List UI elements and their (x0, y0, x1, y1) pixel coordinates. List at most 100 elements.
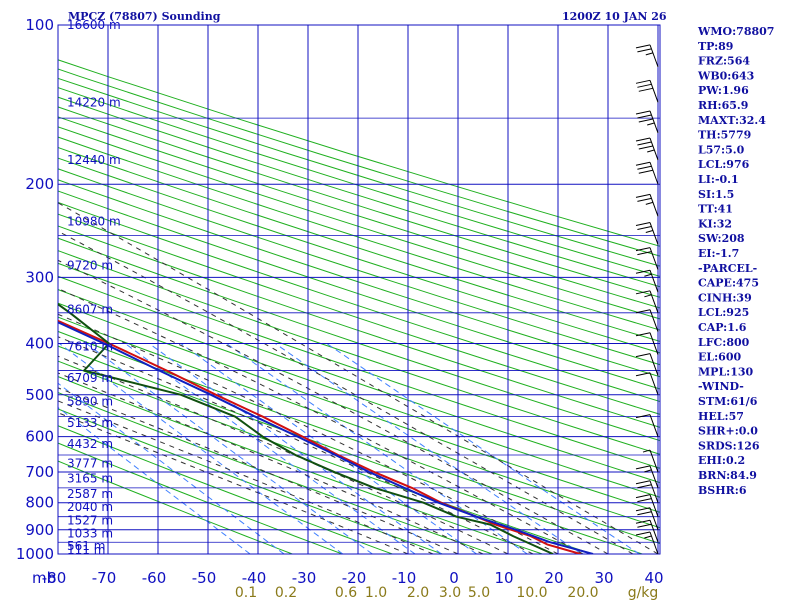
wind-barb (635, 44, 659, 68)
temperature-tick-label: 10 (494, 569, 513, 587)
index-item: RH:65.9 (698, 99, 748, 112)
wind-barb-flag (635, 44, 651, 49)
wind-barb (635, 110, 659, 134)
index-item: SW:208 (698, 232, 745, 245)
index-item: KI:32 (698, 217, 732, 230)
height-label: 5133 m (67, 416, 113, 430)
wind-barb (635, 372, 659, 395)
plot-frame (57, 24, 661, 555)
wind-barb-flag (635, 465, 651, 470)
wind-barb-flag (638, 118, 653, 123)
wind-barb-flag (637, 48, 652, 53)
wind-barb (635, 332, 659, 355)
moist-adiabat-line (58, 230, 634, 554)
height-label: 1033 m (67, 527, 113, 541)
wind-barb-flag (637, 484, 652, 489)
height-label: 8607 m (67, 303, 113, 317)
index-item: CAPE:475 (698, 277, 759, 290)
wind-barb (635, 79, 659, 103)
index-item: WMO:78807 (697, 25, 774, 38)
pressure-tick-label: 400 (25, 334, 54, 352)
wind-barb-staff (649, 480, 659, 503)
wind-barb-half (645, 52, 653, 56)
index-item: L57:5.0 (698, 143, 745, 156)
wind-barb-flag (635, 161, 651, 166)
wind-barb (635, 507, 659, 530)
temperature-tick-label: -50 (192, 569, 217, 587)
wind-barb-flag (635, 110, 651, 115)
wind-barb-flag (637, 498, 652, 503)
series-parcel-line (58, 321, 594, 554)
wind-barb-staff (649, 494, 659, 517)
temperature-tick-label: -30 (292, 569, 317, 587)
wind-barb-staff (649, 247, 659, 270)
wind-barb (642, 449, 659, 473)
height-label: 561 m (67, 539, 105, 553)
wind-barb-flag (637, 197, 652, 202)
index-item: SHR+:0.0 (698, 425, 758, 438)
temperature-tick-label: -60 (142, 569, 167, 587)
height-label: 7610 m (67, 339, 113, 353)
series-dewpoint-line (58, 303, 554, 554)
wind-barb-flag (635, 480, 651, 485)
temperature-tick-label: -70 (92, 569, 117, 587)
height-label: 2040 m (67, 500, 113, 514)
wind-barb-staff (649, 531, 659, 555)
index-item: FRZ:564 (698, 55, 750, 68)
pressure-axis-labels: 100 200 300 400 500 600 700 800 900 1000 (16, 16, 54, 563)
pressure-tick-label: 600 (25, 428, 54, 446)
wind-barb (635, 309, 659, 332)
wind-barb-staff (649, 110, 659, 134)
wind-barb-flag (638, 145, 653, 150)
wind-barb-flag (637, 226, 652, 231)
wind-barb (635, 519, 659, 543)
wind-barb-flag (635, 222, 651, 227)
index-item: EL:600 (698, 351, 741, 364)
height-label: 3165 m (67, 472, 113, 486)
pressure-unit-label: mb (32, 569, 56, 587)
height-labels: 16600 m 14220 m 12440 m 10980 m 9720 m 8607 m… (67, 18, 121, 557)
mixing-ratio-label: 5.0 (468, 585, 490, 600)
pressure-tick-label: 100 (25, 16, 54, 34)
height-label: 9720 m (67, 259, 113, 273)
wind-barb-staff (649, 507, 659, 530)
wind-barb-flag (635, 531, 651, 536)
index-item: WB0:643 (697, 69, 754, 82)
wind-barbs (635, 44, 659, 555)
wind-barb (635, 161, 659, 185)
index-item: LCL:976 (698, 158, 750, 171)
wind-barb-flag (635, 247, 651, 252)
wind-barb-flag (635, 290, 651, 295)
wind-barb-flag (637, 523, 652, 528)
pressure-tick-label: 900 (25, 521, 54, 539)
pressure-tick-label: 500 (25, 386, 54, 404)
height-label: 6709 m (67, 371, 113, 385)
wind-barb-staff (649, 414, 659, 437)
height-label: 111 m (67, 543, 105, 557)
wind-barb (635, 222, 659, 245)
wind-barb-flag (635, 494, 651, 499)
temperature-tick-label: -10 (392, 569, 417, 587)
wind-barb-staff (649, 80, 659, 103)
wind-barb-flag (635, 414, 651, 419)
temperature-axis-labels: -80 -70 -60 -50 -40 -30 -20 -10 0 10 20 30 40 (42, 569, 664, 587)
pressure-tick-label: 700 (25, 463, 54, 481)
wind-barb-flag (635, 332, 651, 337)
wind-barb-staff (649, 332, 659, 355)
index-item: PW:1.96 (698, 84, 749, 97)
wind-barb-flag (635, 137, 651, 142)
mixing-ratio-label: 1.0 (365, 585, 387, 600)
wind-barb-staff (649, 194, 659, 217)
wind-barb-staff (649, 290, 659, 313)
wind-barb-half (644, 535, 652, 539)
mixing-ratio-label: 20.0 (567, 585, 598, 600)
pressure-tick-label: 200 (25, 175, 54, 193)
mixing-ratio-label: 10.0 (516, 585, 547, 600)
wind-barb-staff (649, 44, 659, 68)
wind-barb-flag (638, 87, 653, 92)
wind-barb-staff (649, 353, 659, 376)
height-label: 12440 m (67, 153, 121, 167)
height-label: 4432 m (67, 437, 113, 451)
height-label: 16600 m (67, 18, 121, 32)
